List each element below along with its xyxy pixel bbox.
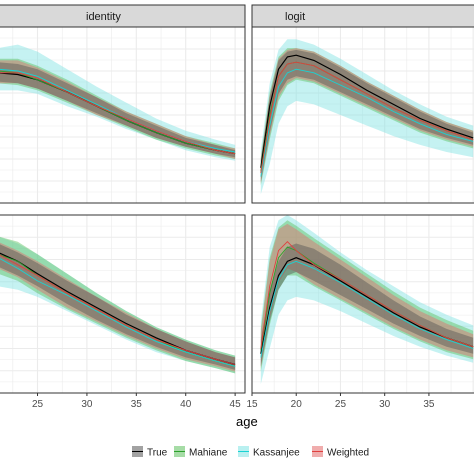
x-tick-label: 30 bbox=[379, 399, 391, 410]
x-tick-label: 25 bbox=[335, 399, 347, 410]
series-line-kassanjee bbox=[260, 68, 474, 177]
x-tick-label: 35 bbox=[423, 399, 435, 410]
series-line-weighted bbox=[0, 254, 236, 365]
ci-band-kassanjee bbox=[0, 44, 236, 161]
ci-band-mahiane bbox=[260, 48, 474, 186]
panel-border bbox=[251, 26, 474, 204]
legend-label-mahiane: Mahiane bbox=[189, 448, 228, 459]
series-line-kassanjee bbox=[260, 260, 474, 358]
strip-label-logit: logit bbox=[285, 11, 305, 23]
ci-band-true bbox=[260, 243, 474, 367]
series-line-mahiane bbox=[0, 70, 236, 155]
ci-band-weighted bbox=[0, 242, 236, 372]
panel-identity-top bbox=[0, 26, 246, 204]
panel-plot-area bbox=[0, 215, 245, 393]
ci-band-weighted bbox=[260, 48, 474, 184]
x-tick-label: 25 bbox=[32, 399, 44, 410]
x-tick-label: 20 bbox=[291, 399, 303, 410]
panel-border bbox=[0, 26, 246, 204]
strip-label-identity: identity bbox=[86, 11, 121, 23]
legend-label-weighted: Weighted bbox=[327, 448, 369, 459]
x-tick-label: 30 bbox=[81, 399, 93, 410]
x-tick-label: 40 bbox=[180, 399, 192, 410]
ci-band-weighted bbox=[0, 60, 236, 159]
x-axis-title: age bbox=[236, 414, 258, 429]
series-line-true bbox=[260, 54, 474, 168]
panel-logit-bottom bbox=[251, 214, 474, 394]
series-line-weighted bbox=[260, 241, 474, 349]
panel-identity-bottom bbox=[0, 214, 246, 394]
ci-band-true bbox=[0, 244, 236, 370]
series-line-kassanjee bbox=[0, 258, 236, 367]
series-line-weighted bbox=[260, 61, 474, 174]
ci-band-mahiane bbox=[0, 58, 236, 159]
panel-border bbox=[251, 214, 474, 394]
legend-label-kassanjee: Kassanjee bbox=[253, 448, 300, 459]
ci-band-mahiane bbox=[0, 236, 236, 374]
panel-plot-area bbox=[252, 215, 474, 393]
panel-logit-top bbox=[251, 26, 474, 204]
x-tick-label: 45 bbox=[230, 399, 242, 410]
x-tick-label: 15 bbox=[246, 399, 258, 410]
panel-border bbox=[0, 214, 246, 394]
ci-band-kassanjee bbox=[260, 39, 474, 195]
panel-plot-area bbox=[0, 27, 245, 203]
ci-band-mahiane bbox=[260, 220, 474, 372]
ci-band-kassanjee bbox=[260, 215, 474, 385]
x-tick-labels: 25 30 35 40 45 15 20 25 30 35 bbox=[32, 393, 435, 410]
series-line-kassanjee bbox=[0, 68, 236, 153]
ci-band-true bbox=[260, 49, 474, 182]
series-line-true bbox=[260, 257, 474, 354]
series-line-weighted bbox=[0, 72, 236, 155]
x-tick-label: 35 bbox=[131, 399, 143, 410]
legend: True Mahiane Kassanjee Weighted bbox=[132, 446, 369, 459]
ci-band-weighted bbox=[260, 223, 474, 369]
strip-background-identity bbox=[0, 4, 246, 28]
panel-plot-area bbox=[252, 27, 474, 203]
legend-label-true: True bbox=[147, 448, 168, 459]
ci-band-kassanjee bbox=[0, 237, 236, 374]
